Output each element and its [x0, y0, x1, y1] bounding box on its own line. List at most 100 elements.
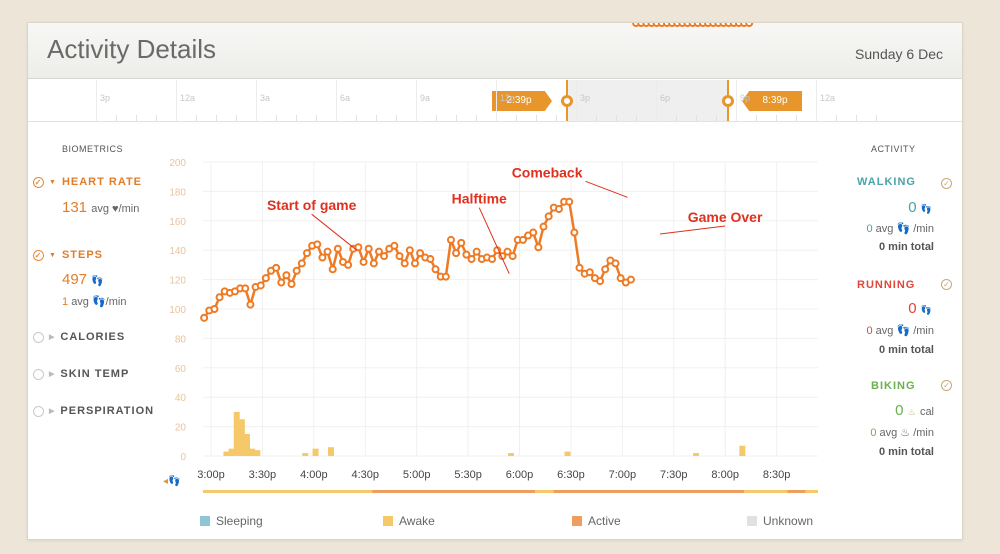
range-end-handle[interactable] — [722, 95, 734, 107]
biking-number: 0 — [895, 402, 904, 419]
heart-rate-chart: 0 20 40 60 80 100 120 140 160 180 200 3:00p 3:30p 4:… — [169, 23, 818, 493]
range-end-flag[interactable]: 8:39p — [742, 91, 802, 111]
heart-rate-point — [508, 252, 517, 261]
steps-toggle[interactable]: ✓ ▼ STEPS — [33, 249, 103, 261]
heart-rate-point — [745, 23, 754, 27]
range-start-handle[interactable] — [561, 95, 573, 107]
annotation-leader — [585, 180, 628, 198]
heart-rate-point — [457, 238, 466, 247]
steps-value: 497 👣 — [62, 271, 104, 288]
legend-label: Unknown — [763, 514, 814, 528]
caret-right-icon: ▶ — [49, 408, 56, 415]
biking-check-icon[interactable]: ✓ — [941, 380, 952, 391]
unchecked-circle-icon[interactable] — [33, 331, 44, 343]
timeline-minor-tick — [776, 115, 777, 121]
range-start-flag[interactable]: 2:39p — [492, 91, 552, 111]
annotation-leader — [311, 213, 358, 251]
y-tick-label: 120 — [169, 276, 186, 287]
legend-swatch — [383, 516, 393, 526]
heart-rate-point — [380, 252, 389, 261]
timeline-minor-tick — [756, 115, 757, 121]
timeline-minor-tick — [696, 115, 697, 121]
timeline-gridline — [176, 80, 177, 121]
annotation-label: Halftime — [452, 191, 507, 207]
heart-rate-point — [529, 228, 538, 237]
timeline-minor-tick — [436, 115, 437, 121]
heart-rate-point — [390, 241, 399, 250]
legend-unknown: Unknown — [747, 514, 813, 528]
biometrics-heading: BIOMETRICS — [62, 144, 124, 154]
timeline-gridline — [96, 80, 97, 121]
heart-rate-point — [323, 247, 332, 256]
y-tick-label: 80 — [175, 334, 187, 345]
timeline-label: 9a — [420, 93, 431, 103]
timeline-gridline — [256, 80, 257, 121]
heart-rate-point — [544, 212, 553, 221]
heart-rate-toggle[interactable]: ✓ ▼ HEART RATE — [33, 176, 142, 188]
steps-bar — [249, 448, 256, 456]
timeline-label: 6a — [340, 93, 351, 103]
legend-swatch — [747, 516, 757, 526]
walking-avg: 0 avg 👣 /min — [866, 222, 934, 235]
heart-rate-point — [272, 263, 281, 272]
biking-total: 0 min total — [878, 446, 934, 458]
heart-rate-point — [400, 259, 409, 268]
legend-swatch — [572, 516, 582, 526]
timeline-minor-tick — [236, 115, 237, 121]
perspiration-toggle[interactable]: ▶ PERSPIRATION — [33, 405, 154, 417]
timeline-minor-tick — [596, 115, 597, 121]
timeline-minor-tick — [476, 115, 477, 121]
running-number: 0 — [908, 300, 917, 317]
heart-rate-point — [416, 249, 425, 258]
timeline-label: 12p — [500, 93, 516, 103]
timeline-minor-tick — [316, 115, 317, 121]
caret-down-icon: ▼ — [49, 178, 57, 186]
time-range-scrubber[interactable]: 2:39p 8:39p 3p 12a 3a 6a 9a 12p 3p 6p 9p 12a — [28, 80, 962, 122]
heart-rate-point — [277, 278, 286, 287]
unchecked-circle-icon[interactable] — [33, 405, 44, 417]
heart-rate-point — [488, 255, 497, 264]
timeline-minor-tick — [456, 115, 457, 121]
annotation-label: Comeback — [512, 164, 583, 180]
walking-number: 0 — [908, 199, 917, 216]
timeline-minor-tick — [136, 115, 137, 121]
timeline-gridline — [336, 80, 337, 121]
heart-rate-point — [575, 263, 584, 272]
walking-label: WALKING — [857, 176, 916, 188]
steps-number: 497 — [62, 271, 88, 288]
walking-check-icon[interactable]: ✓ — [941, 178, 952, 189]
legend-swatch — [200, 516, 210, 526]
heart-rate-value: 131 avg ♥/min — [62, 199, 139, 216]
running-total: 0 min total — [878, 344, 934, 356]
selected-range — [566, 80, 727, 121]
steps-scroll-icon[interactable]: ◂👣 — [163, 476, 181, 487]
y-tick-label: 20 — [175, 423, 187, 434]
steps-avg: 1 avg 👣/min — [62, 295, 126, 308]
steps-bar — [739, 445, 746, 456]
heart-rate-point — [292, 266, 301, 275]
check-icon[interactable]: ✓ — [33, 176, 44, 188]
heart-rate-point — [431, 265, 440, 274]
timeline-minor-tick — [536, 115, 537, 121]
date-label: Sunday 6 Dec — [855, 46, 943, 62]
timeline-minor-tick — [116, 115, 117, 121]
heart-rate-line — [203, 200, 632, 319]
timeline-minor-tick — [196, 115, 197, 121]
flame-icon: ♨ — [907, 407, 916, 417]
timeline-minor-tick — [796, 115, 797, 121]
y-tick-label: 100 — [169, 305, 186, 316]
calories-toggle[interactable]: ▶ CALORIES — [33, 331, 125, 343]
timeline-label: 6p — [660, 93, 671, 103]
steps-bar — [312, 448, 319, 456]
timeline-minor-tick — [876, 115, 877, 121]
timeline-minor-tick — [676, 115, 677, 121]
feet-icon: 👣 — [920, 305, 932, 315]
legend-label: Active — [588, 514, 621, 528]
unchecked-circle-icon[interactable] — [33, 368, 44, 380]
running-check-icon[interactable]: ✓ — [941, 279, 952, 290]
skin-temp-toggle[interactable]: ▶ SKIN TEMP — [33, 368, 129, 380]
timeline-label: 9p — [740, 93, 751, 103]
check-icon[interactable]: ✓ — [33, 249, 44, 261]
legend-active: Active — [572, 514, 621, 528]
legend-label: Sleeping — [216, 514, 263, 528]
